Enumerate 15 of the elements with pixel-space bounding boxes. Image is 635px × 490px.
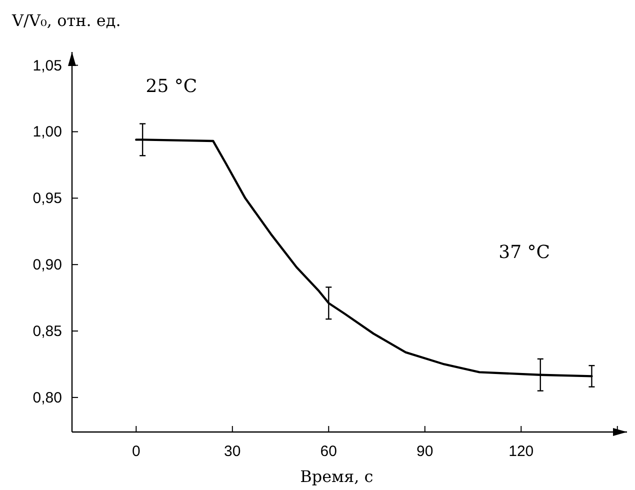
y-axis-title: V/V₀, отн. ед.	[11, 11, 121, 30]
y-tick-label: 0,80	[32, 389, 62, 406]
y-tick-label: 1,05	[32, 57, 62, 74]
x-tick-label: 120	[508, 443, 534, 460]
annotation: 37 °C	[498, 242, 550, 263]
x-tick-label: 30	[224, 443, 241, 460]
x-tick-label: 90	[416, 443, 434, 460]
x-tick-label: 60	[320, 443, 337, 460]
x-axis-title: Время, с	[300, 467, 374, 486]
y-tick-label: 0,85	[32, 323, 62, 340]
annotation: 25 °C	[146, 76, 198, 97]
y-tick-label: 1,00	[32, 124, 62, 141]
y-tick-label: 0,90	[32, 256, 62, 274]
x-tick-label: 0	[132, 443, 140, 460]
y-tick-label: 0,95	[32, 190, 62, 208]
